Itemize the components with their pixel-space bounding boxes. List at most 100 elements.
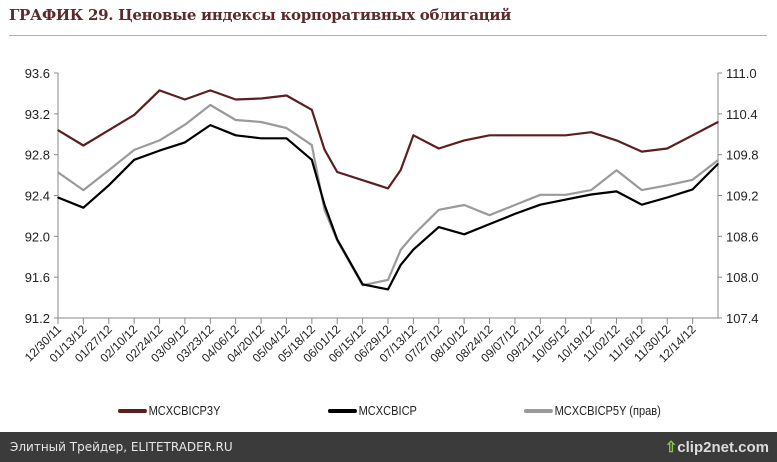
data-point <box>514 204 516 206</box>
legend-label: MCXCBICP5Y (прав) <box>554 403 661 418</box>
line-chart: 93.6 93.2 92.8 92.4 92.0 91.6 91.2 111.0 110.4 10… <box>22 66 759 365</box>
data-point <box>514 134 516 137</box>
data-point <box>666 196 669 199</box>
data-point <box>717 163 719 165</box>
data-point <box>691 134 694 137</box>
data-point <box>691 179 694 181</box>
data-point <box>336 238 339 241</box>
data-point <box>158 139 161 142</box>
data-point <box>57 196 59 199</box>
data-point <box>107 129 110 131</box>
y-left-tick-label: 92.8 <box>25 148 50 163</box>
data-point <box>158 149 161 152</box>
data-point <box>387 187 389 190</box>
data-point <box>158 89 161 92</box>
y-left-tick-label: 93.2 <box>25 107 50 122</box>
data-point <box>590 189 592 191</box>
data-point <box>336 171 339 173</box>
data-point <box>285 94 288 97</box>
data-point <box>260 137 262 140</box>
data-point <box>399 264 402 266</box>
data-point <box>57 129 59 131</box>
data-point <box>260 97 262 100</box>
title-divider <box>9 35 767 36</box>
data-point <box>399 249 402 251</box>
data-point <box>285 127 288 129</box>
data-point <box>488 214 491 217</box>
data-point <box>539 194 542 196</box>
series-line-mcxcbicp5y <box>57 103 719 287</box>
data-point <box>539 134 542 137</box>
data-point <box>615 169 618 172</box>
data-point <box>311 144 313 146</box>
data-point <box>641 150 643 153</box>
data-point <box>488 223 491 225</box>
clip2net-logo[interactable]: ⇧clip2net.com <box>665 438 769 456</box>
series-line-mcxcbicp <box>57 123 719 291</box>
data-point <box>412 134 415 137</box>
data-point <box>590 193 592 196</box>
data-point <box>184 98 186 101</box>
data-point <box>412 248 415 251</box>
data-point <box>463 204 465 206</box>
chart-title: ГРАФИК 29. Ценовые индексы корпоративных… <box>9 6 512 24</box>
data-point <box>387 279 389 281</box>
y-right-tick-label: 111.0 <box>726 66 757 81</box>
legend-label: MCXCBICP3Y <box>148 403 221 418</box>
series-line-mcxcbicp3y <box>57 89 719 190</box>
data-point <box>133 114 135 116</box>
legend-swatch <box>328 408 357 413</box>
legend-label: MCXCBICP <box>358 403 417 418</box>
data-point <box>590 131 592 134</box>
y-left-tick-label: 93.6 <box>25 66 50 81</box>
legend-item-mcxcbicp: MCXCBICP <box>328 403 417 418</box>
data-point <box>399 169 402 171</box>
data-point <box>133 149 135 151</box>
data-point <box>209 104 212 106</box>
data-point <box>412 234 415 236</box>
data-point <box>323 148 326 151</box>
data-point <box>488 134 491 137</box>
data-point <box>285 137 288 140</box>
data-point <box>615 139 618 142</box>
data-point <box>437 147 440 150</box>
data-point <box>234 134 237 137</box>
y-right-tick-label: 108.6 <box>726 229 759 244</box>
data-point <box>717 121 719 123</box>
data-point <box>260 121 262 123</box>
legend-item-mcxcbicp3y: MCXCBICP3Y <box>118 403 220 418</box>
legend-swatch <box>118 408 147 413</box>
y-right-tick-label: 108.0 <box>726 270 759 285</box>
data-point <box>133 158 135 161</box>
data-point <box>514 213 516 215</box>
data-point <box>564 134 567 137</box>
data-point <box>184 141 186 144</box>
data-point <box>234 119 237 121</box>
data-point <box>234 98 237 101</box>
logo-text: clip2net.com <box>677 439 769 456</box>
data-point <box>107 169 110 172</box>
data-point <box>463 233 465 236</box>
y-left-tick-label: 91.2 <box>25 311 50 326</box>
y-left-tick-label: 92.0 <box>25 229 50 244</box>
data-point <box>57 171 59 174</box>
data-point <box>463 139 465 142</box>
data-point <box>82 189 85 191</box>
data-point <box>311 158 313 161</box>
data-point <box>437 208 440 211</box>
upload-arrow-icon: ⇧ <box>664 439 678 456</box>
data-point <box>387 288 389 291</box>
y-right-tick-label: 109.8 <box>726 148 759 163</box>
data-point <box>615 190 618 193</box>
data-point <box>209 89 212 92</box>
y-right-tick-label: 110.4 <box>726 107 758 122</box>
footer-bar: Элитный Трейдер, ELITETRADER.RU ⇧clip2ne… <box>0 432 777 462</box>
footer-source-text: Элитный Трейдер, ELITETRADER.RU <box>10 440 233 454</box>
data-point <box>641 189 643 191</box>
legend-swatch <box>524 408 553 413</box>
data-point <box>437 226 440 228</box>
data-point <box>184 123 186 126</box>
data-point <box>641 203 643 206</box>
data-point <box>564 198 567 201</box>
y-left-tick-label: 91.6 <box>25 270 50 285</box>
